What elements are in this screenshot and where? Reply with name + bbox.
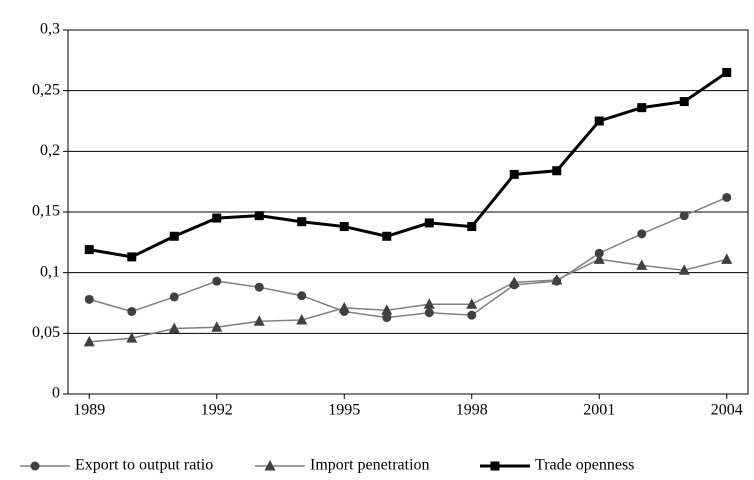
x-tick-label: 1992 xyxy=(201,402,233,419)
data-point xyxy=(423,298,435,309)
data-point xyxy=(636,259,648,270)
data-point xyxy=(637,229,647,239)
data-point xyxy=(297,217,307,227)
data-point xyxy=(722,192,732,202)
data-point xyxy=(721,253,733,264)
data-point xyxy=(424,308,434,318)
data-point xyxy=(254,211,264,221)
data-point xyxy=(127,252,137,262)
data-point xyxy=(84,294,94,304)
x-tick-label: 1998 xyxy=(456,402,488,419)
data-point xyxy=(254,282,264,292)
y-tick-label: 0,05 xyxy=(32,324,60,341)
data-point xyxy=(338,301,350,313)
data-point xyxy=(424,218,434,228)
data-point xyxy=(382,231,392,241)
y-tick-label: 0,25 xyxy=(32,81,60,98)
y-tick-label: 0 xyxy=(52,385,60,402)
data-point xyxy=(211,321,223,332)
data-point xyxy=(508,276,520,287)
data-point xyxy=(212,276,222,286)
data-point xyxy=(169,292,179,302)
y-tick-label: 0,2 xyxy=(40,142,60,159)
y-tick-label: 0,15 xyxy=(32,203,60,220)
legend-marker xyxy=(490,461,500,471)
data-point xyxy=(594,116,604,126)
data-point xyxy=(678,264,690,275)
data-point xyxy=(679,97,689,107)
data-point xyxy=(722,67,732,77)
x-tick-label: 1989 xyxy=(73,402,105,419)
data-point xyxy=(551,273,563,285)
data-point xyxy=(296,313,308,325)
data-point xyxy=(168,322,180,333)
legend-marker xyxy=(264,460,276,471)
data-point xyxy=(467,310,477,320)
data-point xyxy=(509,169,519,179)
data-point xyxy=(382,313,392,323)
data-point xyxy=(212,213,222,223)
legend-label: Export to output ratio xyxy=(75,457,213,474)
data-point xyxy=(679,211,689,221)
data-point xyxy=(127,306,137,316)
data-point xyxy=(253,315,265,326)
data-point xyxy=(126,332,138,343)
data-point xyxy=(466,298,478,309)
data-point xyxy=(593,253,605,264)
y-tick-label: 0,1 xyxy=(40,263,60,280)
data-point xyxy=(84,245,94,255)
x-tick-label: 1995 xyxy=(328,402,360,419)
data-point xyxy=(169,231,179,241)
data-point xyxy=(467,222,477,232)
data-point xyxy=(552,166,562,176)
data-point xyxy=(637,103,647,113)
series-line xyxy=(89,258,727,343)
legend-marker xyxy=(30,461,40,471)
x-tick-label: 2001 xyxy=(583,402,615,419)
legend-label: Import penetration xyxy=(310,457,430,474)
data-point xyxy=(381,304,393,315)
data-point xyxy=(83,335,95,347)
y-tick-label: 0,3 xyxy=(40,21,60,38)
series-line xyxy=(89,196,728,319)
data-point xyxy=(297,291,307,301)
data-point xyxy=(594,248,604,258)
data-point xyxy=(339,222,349,232)
series-line xyxy=(88,71,728,259)
x-tick-label: 2004 xyxy=(711,402,743,419)
legend-label: Trade openness xyxy=(535,457,634,474)
